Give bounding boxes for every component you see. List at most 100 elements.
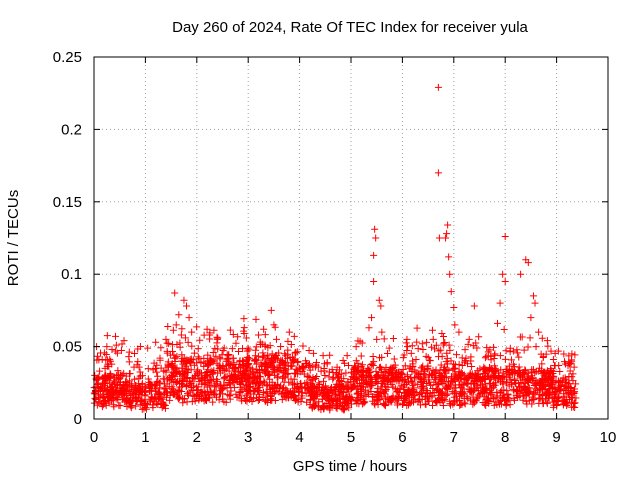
data-point xyxy=(501,397,509,405)
data-point xyxy=(437,390,445,398)
data-point xyxy=(216,369,224,377)
axis-ticks: 0 1 2 3 4 5 6 7 8 9 10 0 0.05 0.1 0.15 0.2 0.25 xyxy=(53,49,617,446)
data-point xyxy=(122,372,130,380)
data-point xyxy=(270,383,278,391)
data-point xyxy=(125,358,133,366)
data-point xyxy=(329,375,337,383)
data-point xyxy=(365,365,373,373)
data-point xyxy=(132,402,140,410)
data-point xyxy=(470,399,478,407)
data-point xyxy=(136,388,144,396)
data-point xyxy=(193,367,201,375)
data-point xyxy=(357,352,365,360)
data-point xyxy=(175,311,183,319)
data-point xyxy=(190,361,198,369)
data-point xyxy=(314,363,322,371)
data-point xyxy=(415,372,423,380)
x-axis-title: GPS time / hours xyxy=(293,458,407,475)
data-point xyxy=(194,387,202,395)
data-point xyxy=(163,339,171,347)
data-point xyxy=(489,394,497,402)
data-point xyxy=(93,356,101,364)
y-axis-title: ROTI / TECUs xyxy=(5,190,22,286)
data-point xyxy=(110,373,118,381)
data-point xyxy=(323,359,331,367)
data-point xyxy=(528,368,536,376)
data-point xyxy=(240,327,248,335)
data-point xyxy=(287,340,295,348)
data-point xyxy=(413,338,421,346)
data-point xyxy=(399,383,407,391)
data-point xyxy=(403,335,411,343)
data-point xyxy=(354,337,362,345)
data-point xyxy=(282,366,290,374)
data-point xyxy=(374,400,382,408)
data-point xyxy=(249,372,257,380)
data-point xyxy=(144,365,152,373)
data-point xyxy=(307,388,315,396)
data-point xyxy=(281,370,289,378)
data-point xyxy=(183,359,191,367)
data-point xyxy=(305,389,313,397)
data-point xyxy=(302,360,310,368)
data-point xyxy=(252,366,260,374)
data-point xyxy=(385,344,393,352)
data-point xyxy=(447,401,455,409)
data-point xyxy=(563,401,571,409)
data-point xyxy=(95,398,103,406)
data-point xyxy=(232,339,240,347)
data-point xyxy=(311,401,319,409)
data-point xyxy=(311,387,319,395)
data-point xyxy=(144,375,152,383)
data-point xyxy=(554,347,562,355)
data-point xyxy=(408,378,416,386)
data-point xyxy=(467,384,475,392)
data-point xyxy=(226,391,234,399)
data-point xyxy=(244,375,252,383)
data-point xyxy=(209,375,217,383)
data-point xyxy=(447,357,455,365)
data-point xyxy=(444,390,452,398)
data-point xyxy=(403,347,411,355)
data-point xyxy=(147,382,155,390)
data-point xyxy=(429,335,437,343)
data-point xyxy=(414,380,422,388)
data-point xyxy=(382,368,390,376)
data-point xyxy=(452,351,460,359)
data-point xyxy=(267,391,275,399)
data-point xyxy=(170,378,178,386)
data-point xyxy=(133,361,141,369)
data-point xyxy=(443,349,451,357)
data-point xyxy=(404,399,412,407)
data-point xyxy=(362,380,370,388)
data-point xyxy=(225,360,233,368)
data-point xyxy=(136,368,144,376)
data-point xyxy=(566,367,574,375)
data-point xyxy=(153,368,161,376)
data-point xyxy=(200,362,208,370)
data-point xyxy=(130,375,138,383)
data-point xyxy=(110,401,118,409)
data-point xyxy=(522,385,530,393)
data-point xyxy=(428,392,436,400)
data-point xyxy=(440,366,448,374)
data-point xyxy=(496,396,504,404)
data-point xyxy=(464,340,472,348)
data-point xyxy=(236,357,244,365)
data-point xyxy=(333,405,341,413)
data-point xyxy=(213,377,221,385)
y-tick-label: 0 xyxy=(74,411,82,428)
data-point xyxy=(283,387,291,395)
data-point xyxy=(197,388,205,396)
data-point xyxy=(503,387,511,395)
data-point xyxy=(405,386,413,394)
data-point xyxy=(203,325,211,333)
data-point xyxy=(177,331,185,339)
data-point xyxy=(278,358,286,366)
data-point xyxy=(257,359,265,367)
data-point xyxy=(126,388,134,396)
data-point xyxy=(93,352,101,360)
data-point xyxy=(133,387,141,395)
data-point xyxy=(256,383,264,391)
data-point xyxy=(250,386,258,394)
